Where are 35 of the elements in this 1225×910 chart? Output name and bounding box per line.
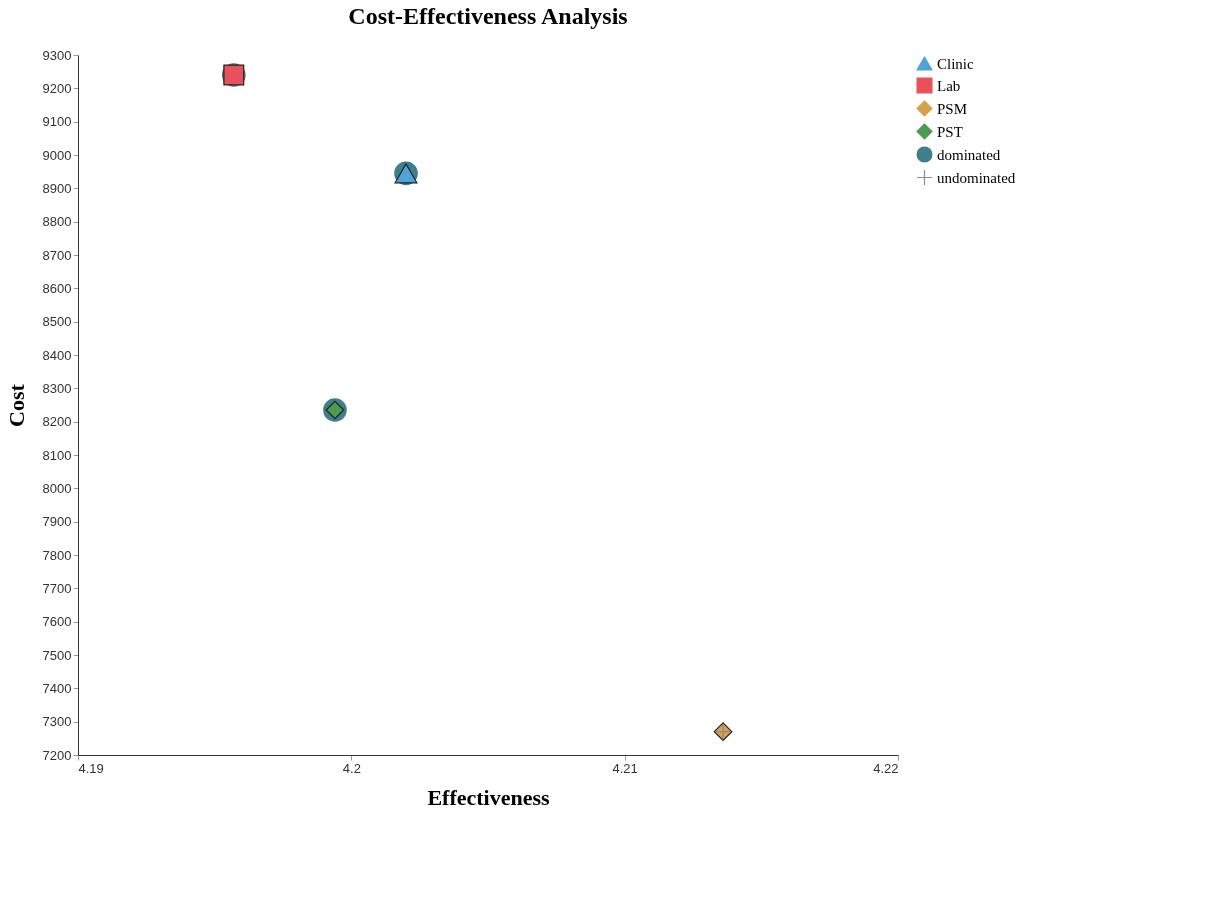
- x-tick-label: 4.22: [873, 760, 899, 776]
- x-tick-label: 4.21: [612, 760, 638, 776]
- legend-label: undominated: [937, 169, 1016, 186]
- y-tick-label: 7300: [42, 714, 72, 730]
- y-tick-label: 8300: [42, 380, 72, 396]
- y-tick-label: 9100: [42, 114, 72, 130]
- y-tick-label: 7500: [42, 647, 72, 663]
- y-tick-label: 8200: [42, 414, 72, 430]
- y-tick-label: 8500: [42, 314, 72, 330]
- y-tick-label: 8400: [42, 347, 72, 363]
- x-tick-label: 4.2: [342, 760, 361, 776]
- y-tick-label: 9200: [42, 80, 72, 96]
- legend-label: Clinic: [937, 55, 975, 72]
- y-tick-label: 7800: [42, 547, 72, 563]
- y-tick-label: 9300: [42, 47, 72, 63]
- x-axis-title: Effectiveness: [427, 784, 551, 810]
- y-tick-label: 8000: [42, 480, 72, 496]
- y-tick-label: 7200: [42, 747, 72, 763]
- chart-title: Cost-Effectiveness Analysis: [348, 3, 628, 29]
- y-tick-label: 7600: [42, 614, 72, 630]
- x-tick-label: 4.19: [78, 760, 104, 776]
- legend-label: dominated: [937, 146, 1001, 163]
- legend-label: PST: [937, 123, 963, 140]
- legend-label: Lab: [937, 77, 961, 94]
- legend-label: PSM: [937, 100, 968, 117]
- y-axis-title: Cost: [3, 383, 29, 427]
- y-tick-label: 9000: [42, 147, 72, 163]
- y-tick-label: 8600: [42, 280, 72, 296]
- y-tick-label: 7400: [42, 680, 72, 696]
- y-tick-label: 8800: [42, 214, 72, 230]
- y-tick-label: 8100: [42, 447, 72, 463]
- y-tick-label: 8700: [42, 247, 72, 263]
- y-tick-label: 7700: [42, 580, 72, 596]
- y-tick-label: 8900: [42, 180, 72, 196]
- y-tick-label: 7900: [42, 514, 72, 530]
